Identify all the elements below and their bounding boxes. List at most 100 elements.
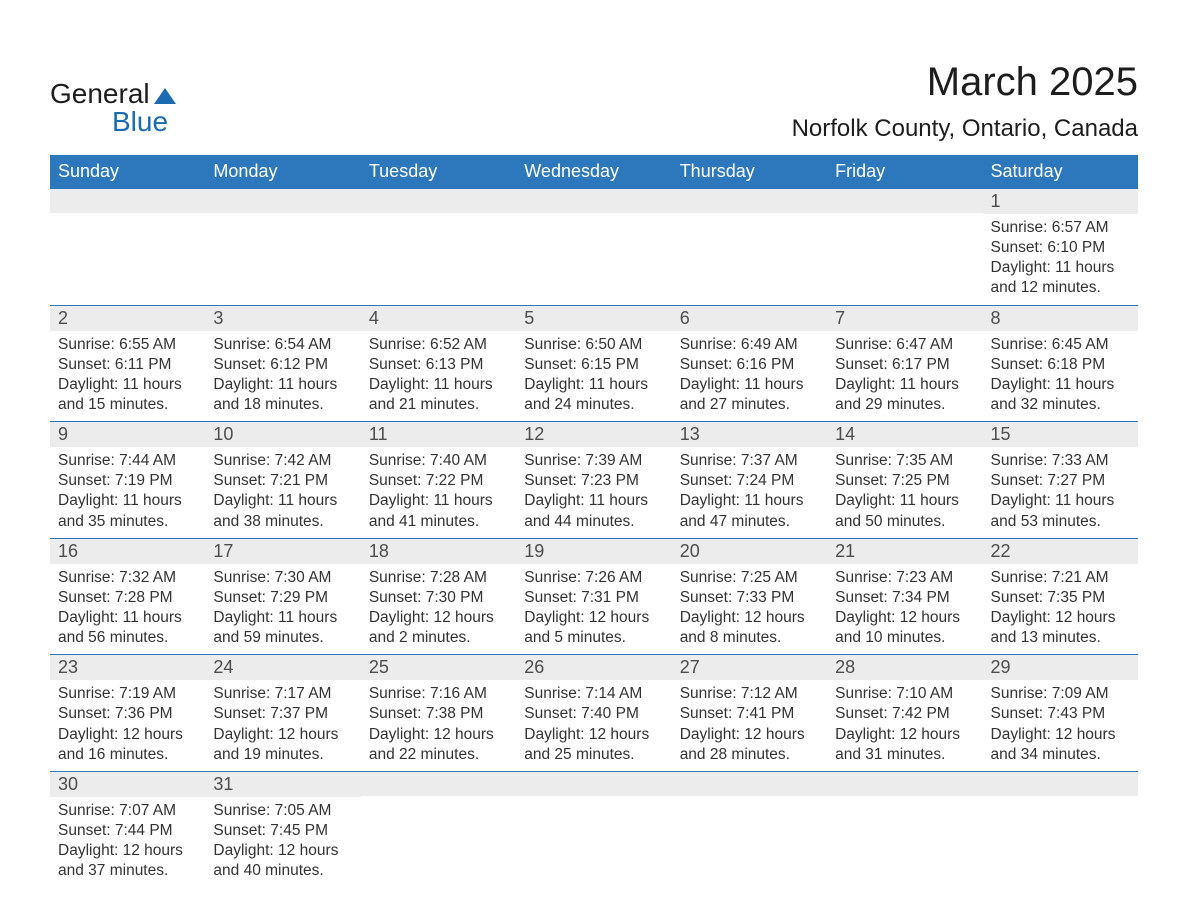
calendar-day-cell: 24Sunrise: 7:17 AMSunset: 7:37 PMDayligh… (205, 655, 360, 772)
calendar-day-cell: 2Sunrise: 6:55 AMSunset: 6:11 PMDaylight… (50, 305, 205, 422)
calendar-day-cell: 27Sunrise: 7:12 AMSunset: 7:41 PMDayligh… (672, 655, 827, 772)
weekday-header: Wednesday (516, 155, 671, 189)
sunrise-text: Sunrise: 7:44 AM (58, 451, 197, 471)
sunrise-text: Sunrise: 7:10 AM (835, 684, 974, 704)
day-number: 31 (205, 772, 360, 797)
day-data: Sunrise: 7:23 AMSunset: 7:34 PMDaylight:… (827, 564, 982, 655)
sunrise-text: Sunrise: 6:55 AM (58, 335, 197, 355)
sunset-text: Sunset: 7:21 PM (213, 471, 352, 491)
day-number: 21 (827, 539, 982, 564)
daylight-text: Daylight: 12 hours and 19 minutes. (213, 725, 352, 765)
day-number: 27 (672, 655, 827, 680)
sunset-text: Sunset: 7:33 PM (680, 588, 819, 608)
calendar-day-cell: 5Sunrise: 6:50 AMSunset: 6:15 PMDaylight… (516, 305, 671, 422)
calendar-day-cell (827, 189, 982, 306)
day-number: 26 (516, 655, 671, 680)
day-data: Sunrise: 6:52 AMSunset: 6:13 PMDaylight:… (361, 331, 516, 422)
calendar-day-cell: 15Sunrise: 7:33 AMSunset: 7:27 PMDayligh… (983, 422, 1138, 539)
daylight-text: Daylight: 11 hours and 56 minutes. (58, 608, 197, 648)
daylight-text: Daylight: 12 hours and 10 minutes. (835, 608, 974, 648)
day-data (361, 796, 516, 856)
daylight-text: Daylight: 11 hours and 27 minutes. (680, 375, 819, 415)
day-data (672, 213, 827, 273)
day-number: 13 (672, 422, 827, 447)
day-number (516, 772, 671, 796)
daylight-text: Daylight: 11 hours and 50 minutes. (835, 491, 974, 531)
day-number: 14 (827, 422, 982, 447)
day-number (361, 772, 516, 796)
calendar-day-cell: 12Sunrise: 7:39 AMSunset: 7:23 PMDayligh… (516, 422, 671, 539)
sunset-text: Sunset: 6:13 PM (369, 355, 508, 375)
sunset-text: Sunset: 7:36 PM (58, 704, 197, 724)
day-number: 2 (50, 306, 205, 331)
day-data (361, 213, 516, 273)
calendar-day-cell: 26Sunrise: 7:14 AMSunset: 7:40 PMDayligh… (516, 655, 671, 772)
sunset-text: Sunset: 6:15 PM (524, 355, 663, 375)
calendar-day-cell (672, 771, 827, 887)
daylight-text: Daylight: 12 hours and 25 minutes. (524, 725, 663, 765)
calendar-day-cell (516, 771, 671, 887)
sunrise-text: Sunrise: 6:52 AM (369, 335, 508, 355)
calendar-day-cell: 7Sunrise: 6:47 AMSunset: 6:17 PMDaylight… (827, 305, 982, 422)
calendar-day-cell: 21Sunrise: 7:23 AMSunset: 7:34 PMDayligh… (827, 538, 982, 655)
day-data: Sunrise: 7:12 AMSunset: 7:41 PMDaylight:… (672, 680, 827, 771)
day-number (50, 189, 205, 213)
day-data (205, 213, 360, 273)
calendar-day-cell: 20Sunrise: 7:25 AMSunset: 7:33 PMDayligh… (672, 538, 827, 655)
sunset-text: Sunset: 7:42 PM (835, 704, 974, 724)
day-number: 8 (983, 306, 1138, 331)
daylight-text: Daylight: 11 hours and 35 minutes. (58, 491, 197, 531)
sunrise-text: Sunrise: 7:37 AM (680, 451, 819, 471)
sunrise-text: Sunrise: 7:12 AM (680, 684, 819, 704)
daylight-text: Daylight: 12 hours and 28 minutes. (680, 725, 819, 765)
sunrise-text: Sunrise: 7:21 AM (991, 568, 1130, 588)
calendar-week-row: 9Sunrise: 7:44 AMSunset: 7:19 PMDaylight… (50, 422, 1138, 539)
sunrise-text: Sunrise: 7:05 AM (213, 801, 352, 821)
sunset-text: Sunset: 6:11 PM (58, 355, 197, 375)
sunrise-text: Sunrise: 6:57 AM (991, 218, 1130, 238)
sunset-text: Sunset: 7:27 PM (991, 471, 1130, 491)
sunset-text: Sunset: 6:12 PM (213, 355, 352, 375)
sunset-text: Sunset: 6:10 PM (991, 238, 1130, 258)
day-number: 9 (50, 422, 205, 447)
sunrise-text: Sunrise: 7:19 AM (58, 684, 197, 704)
day-number: 24 (205, 655, 360, 680)
calendar-day-cell: 17Sunrise: 7:30 AMSunset: 7:29 PMDayligh… (205, 538, 360, 655)
calendar-week-row: 30Sunrise: 7:07 AMSunset: 7:44 PMDayligh… (50, 771, 1138, 887)
sunset-text: Sunset: 7:30 PM (369, 588, 508, 608)
day-number: 16 (50, 539, 205, 564)
weekday-header: Friday (827, 155, 982, 189)
day-data: Sunrise: 7:44 AMSunset: 7:19 PMDaylight:… (50, 447, 205, 538)
day-number: 22 (983, 539, 1138, 564)
brand-logo: General Blue (50, 78, 176, 138)
day-number: 10 (205, 422, 360, 447)
day-data: Sunrise: 7:37 AMSunset: 7:24 PMDaylight:… (672, 447, 827, 538)
day-data: Sunrise: 7:35 AMSunset: 7:25 PMDaylight:… (827, 447, 982, 538)
daylight-text: Daylight: 12 hours and 31 minutes. (835, 725, 974, 765)
day-data: Sunrise: 6:50 AMSunset: 6:15 PMDaylight:… (516, 331, 671, 422)
sunrise-text: Sunrise: 7:40 AM (369, 451, 508, 471)
sunset-text: Sunset: 7:24 PM (680, 471, 819, 491)
sunrise-text: Sunrise: 7:32 AM (58, 568, 197, 588)
brand-blue: Blue (112, 106, 168, 138)
daylight-text: Daylight: 12 hours and 34 minutes. (991, 725, 1130, 765)
day-data: Sunrise: 6:55 AMSunset: 6:11 PMDaylight:… (50, 331, 205, 422)
day-number: 11 (361, 422, 516, 447)
calendar-day-cell: 19Sunrise: 7:26 AMSunset: 7:31 PMDayligh… (516, 538, 671, 655)
day-data: Sunrise: 7:25 AMSunset: 7:33 PMDaylight:… (672, 564, 827, 655)
title-location: Norfolk County, Ontario, Canada (792, 115, 1138, 143)
daylight-text: Daylight: 11 hours and 44 minutes. (524, 491, 663, 531)
weekday-header: Tuesday (361, 155, 516, 189)
day-data: Sunrise: 7:30 AMSunset: 7:29 PMDaylight:… (205, 564, 360, 655)
daylight-text: Daylight: 11 hours and 47 minutes. (680, 491, 819, 531)
calendar-day-cell: 16Sunrise: 7:32 AMSunset: 7:28 PMDayligh… (50, 538, 205, 655)
daylight-text: Daylight: 12 hours and 22 minutes. (369, 725, 508, 765)
calendar-day-cell: 14Sunrise: 7:35 AMSunset: 7:25 PMDayligh… (827, 422, 982, 539)
sunset-text: Sunset: 7:22 PM (369, 471, 508, 491)
sunset-text: Sunset: 6:18 PM (991, 355, 1130, 375)
day-number (672, 772, 827, 796)
sunrise-text: Sunrise: 7:33 AM (991, 451, 1130, 471)
daylight-text: Daylight: 11 hours and 18 minutes. (213, 375, 352, 415)
header: General Blue March 2025 Norfolk County, … (50, 50, 1138, 149)
sunset-text: Sunset: 6:16 PM (680, 355, 819, 375)
